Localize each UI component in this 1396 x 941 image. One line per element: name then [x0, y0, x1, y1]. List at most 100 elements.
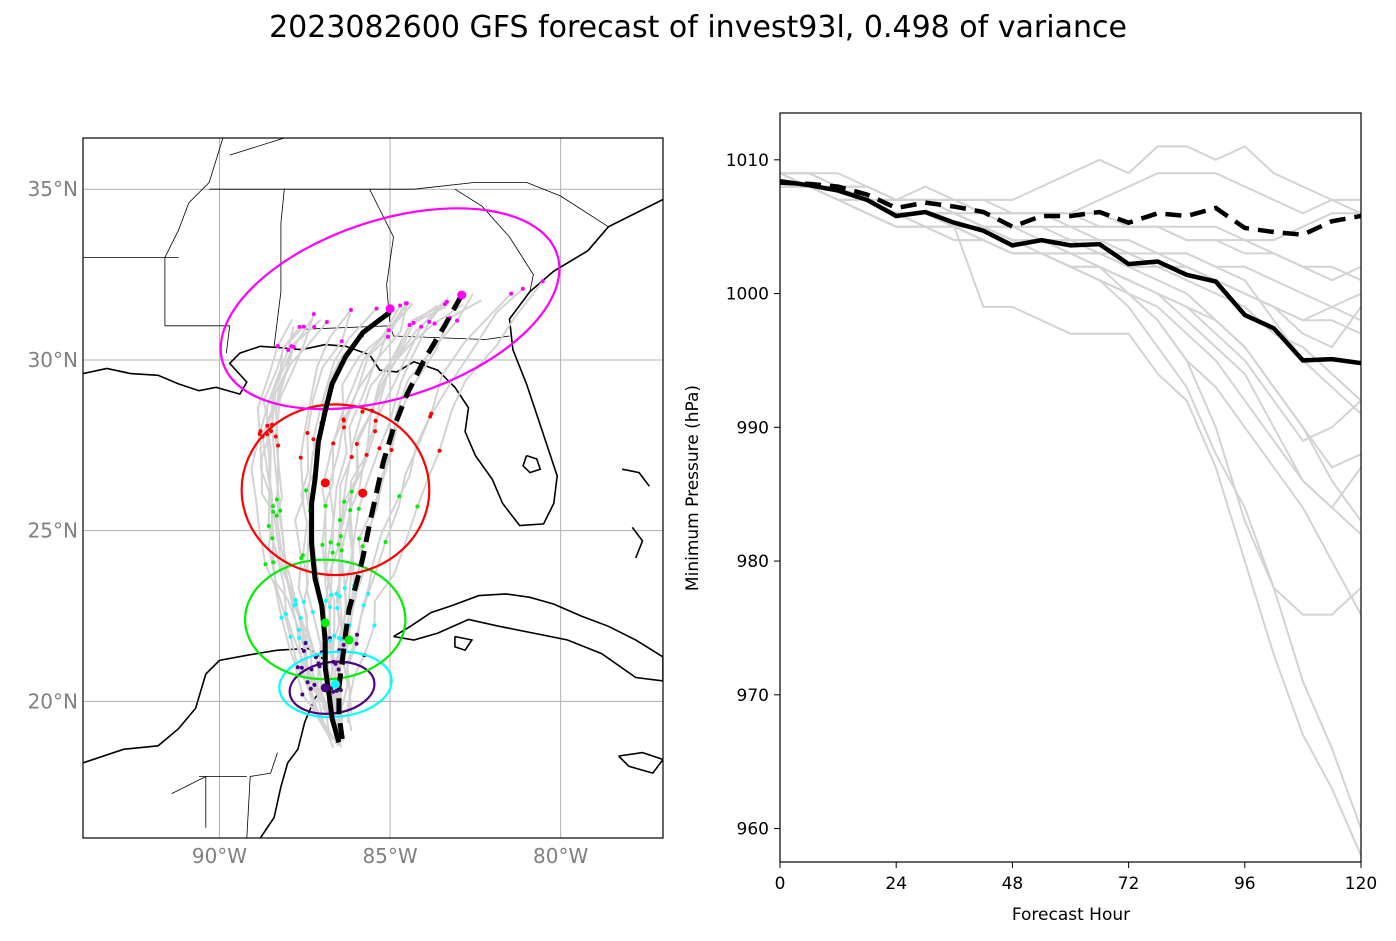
- ensemble-position-dot: [284, 612, 289, 617]
- ensemble-position-dot: [269, 429, 274, 434]
- solid-mean-pressure-line: [780, 178, 1361, 366]
- border-5: [209, 182, 609, 228]
- x-tick-label: 48: [1002, 874, 1024, 894]
- border-8: [229, 138, 285, 156]
- ensemble-position-dot: [311, 437, 316, 442]
- ensemble-position-dot: [366, 591, 371, 596]
- ensemble-position-dot: [300, 692, 305, 697]
- ensemble-track: [346, 292, 512, 714]
- ensemble-position-dot: [301, 648, 306, 653]
- ensemble-position-dot: [520, 286, 525, 291]
- ensemble-position-dot: [334, 688, 339, 693]
- ensemble-position-dot: [310, 609, 315, 614]
- ensemble-position-dot: [385, 334, 390, 339]
- mean-position-point-7: [457, 290, 467, 300]
- mean-position-point-3: [344, 635, 354, 645]
- border-1: [164, 325, 231, 354]
- ensemble-position-dot: [334, 591, 339, 596]
- ensemble-pressure-line: [780, 185, 1361, 442]
- ensemble-position-dot: [411, 320, 416, 325]
- border-3: [304, 189, 394, 330]
- mean-pressure-lines: [780, 178, 1361, 366]
- map-y-tick-label: 20°N: [28, 689, 78, 713]
- coastline-1: [83, 647, 330, 838]
- coastline-0: [83, 198, 663, 527]
- ensemble-position-dot: [437, 448, 442, 453]
- uncertainty-ellipse-0: [288, 660, 376, 715]
- ensemble-position-dot: [265, 423, 270, 428]
- ensemble-position-dot: [275, 343, 280, 348]
- mean-position-point-1: [330, 679, 340, 689]
- solid-mean-track: [309, 310, 392, 744]
- ensemble-position-dot: [364, 452, 369, 457]
- ensemble-track: [274, 313, 332, 713]
- ensemble-position-dot: [348, 307, 353, 312]
- ensemble-position-dot: [323, 503, 328, 508]
- ensemble-position-dot: [337, 518, 342, 523]
- ensemble-position-dot: [540, 279, 545, 284]
- ensemble-position-dot: [335, 606, 340, 611]
- ensemble-position-dot: [398, 303, 403, 308]
- ensemble-position-dot: [301, 324, 306, 329]
- ensemble-pressure-lines: [780, 145, 1361, 856]
- ensemble-position-dot: [356, 506, 361, 511]
- uncertainty-ellipse-1: [278, 650, 393, 719]
- ensemble-position-dot: [257, 431, 262, 436]
- x-tick-label: 96: [1234, 874, 1256, 894]
- ensemble-position-dot: [271, 560, 276, 565]
- ensemble-position-dot: [301, 599, 306, 604]
- map-x-tick-label: 80°W: [533, 844, 588, 868]
- ensemble-position-dot: [383, 539, 388, 544]
- ensemble-position-dot: [339, 637, 344, 642]
- x-tick-label: 72: [1118, 874, 1140, 894]
- ensemble-pressure-line: [780, 185, 1361, 415]
- ensemble-position-dot: [386, 328, 391, 333]
- ensemble-position-dot: [407, 323, 412, 328]
- ensemble-position-dot: [455, 318, 460, 323]
- ensemble-position-dot: [339, 548, 344, 553]
- ensemble-position-dot: [415, 504, 420, 509]
- ensemble-position-dot: [298, 455, 303, 460]
- ensemble-position-dot: [274, 513, 279, 518]
- mean-position-point-2: [320, 618, 330, 628]
- ensemble-position-dot: [360, 409, 365, 414]
- ensemble-position-dot: [297, 636, 302, 641]
- ensemble-pressure-line: [780, 185, 1361, 829]
- dashed-mean-track: [336, 293, 464, 740]
- map-x-tick-label: 85°W: [362, 844, 417, 868]
- ensemble-position-dot: [311, 312, 316, 317]
- ensemble-position-dot: [337, 594, 342, 599]
- ensemble-position-dot: [373, 429, 378, 434]
- ensemble-position-dot: [300, 553, 305, 558]
- coastline-4: [621, 468, 651, 487]
- coastline-6: [454, 635, 474, 652]
- ensemble-position-dot: [342, 425, 347, 430]
- ensemble-position-dot: [389, 448, 394, 453]
- map-y-tick-label: 25°N: [28, 519, 78, 543]
- y-tick-label: 1000: [726, 285, 769, 305]
- pressure-ticks: 0 24 48 72 96 120 960 970 980 990 1000 1010: [726, 151, 1377, 894]
- ensemble-position-dot: [342, 499, 347, 504]
- uncertainty-ellipses: [219, 207, 561, 719]
- mean-position-point-5: [358, 488, 368, 498]
- x-tick-label: 0: [775, 874, 786, 894]
- coastline-3: [618, 751, 663, 775]
- ensemble-position-dot: [270, 536, 275, 541]
- ensemble-position-dot: [276, 443, 281, 448]
- ensemble-position-dot: [442, 302, 447, 307]
- mean-position-point-4: [320, 478, 330, 488]
- ensemble-position-dot: [349, 489, 354, 494]
- ensemble-position-dot: [331, 441, 336, 446]
- ensemble-track: [345, 287, 524, 723]
- y-tick-label: 960: [737, 820, 769, 840]
- figure-title: 2023082600 GFS forecast of invest93l, 0.…: [269, 10, 1127, 45]
- ensemble-position-dot: [324, 319, 329, 324]
- ensemble-position-dot: [308, 686, 313, 691]
- coastline-7: [522, 454, 542, 474]
- ensemble-position-dot: [348, 508, 353, 513]
- border-9: [246, 752, 278, 838]
- ensemble-position-dot: [303, 641, 308, 646]
- ensemble-position-dot: [328, 605, 333, 610]
- ensemble-position-dot: [305, 680, 310, 685]
- uncertainty-ellipse-4: [219, 207, 561, 411]
